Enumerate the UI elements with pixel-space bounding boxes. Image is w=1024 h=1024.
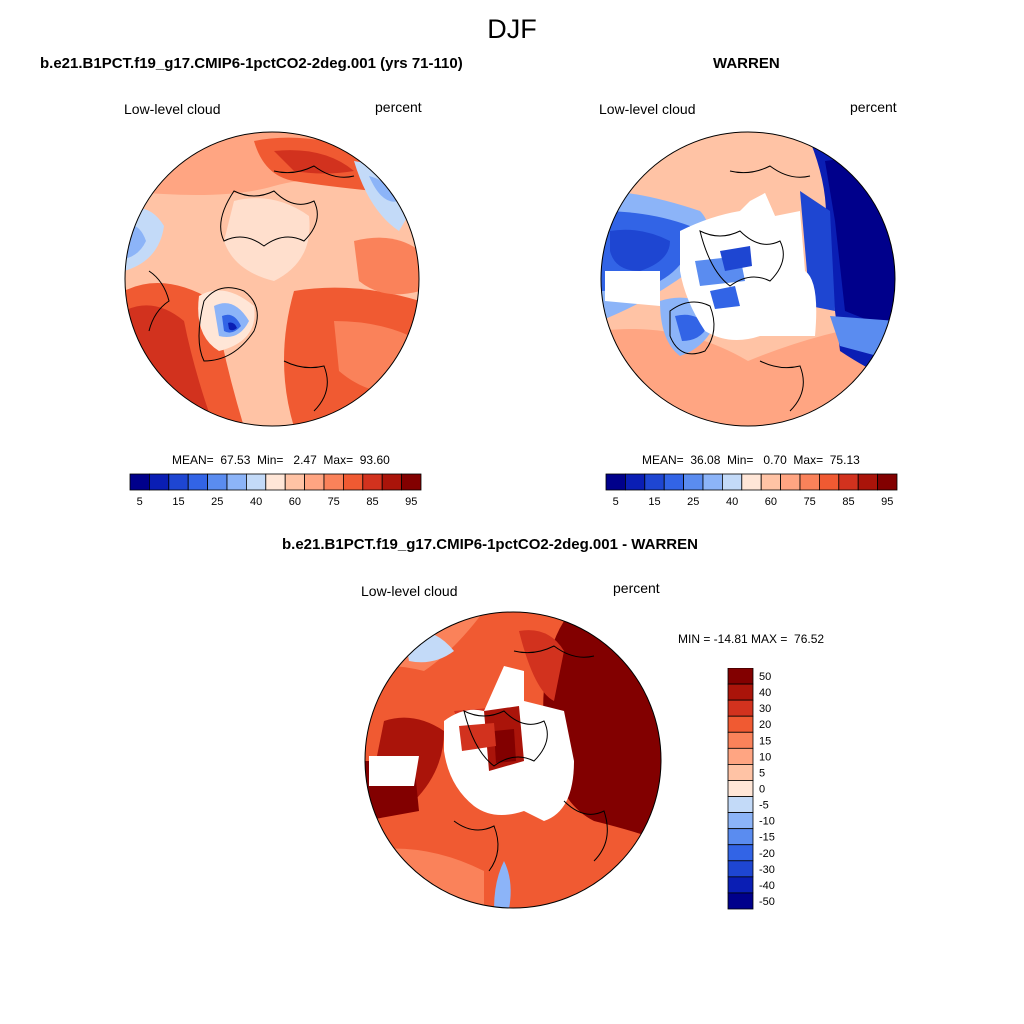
colorbar-swatch (207, 473, 228, 491)
colorbar-swatch (760, 473, 781, 491)
colorbar-swatch (722, 473, 743, 491)
colorbar-swatch (683, 473, 704, 491)
colorbar-tick-label: 15 (172, 496, 184, 508)
colorbar-tick-label: 75 (328, 496, 340, 508)
colorbar-swatch (727, 860, 754, 878)
colorbar-tick-label: -30 (759, 864, 775, 876)
diff-stats: MIN = -14.81 MAX = 76.52 (678, 632, 825, 646)
colorbar-tick-label: 40 (759, 687, 771, 699)
colorbar-swatch (187, 473, 209, 491)
colorbar-swatch (727, 780, 754, 797)
colorbar-tick-label: 60 (289, 496, 301, 508)
season-title: DJF (487, 14, 537, 44)
colorbar-tick-label: -10 (759, 816, 775, 828)
colorbar-tick-label: 15 (759, 735, 771, 747)
colorbar-tick-label: 75 (804, 496, 816, 508)
colorbar-swatch (727, 876, 754, 894)
case-stats: MEAN= 67.53 Min= 2.47 Max= 93.60 (172, 453, 390, 467)
colorbar-tick-label: 85 (842, 496, 854, 508)
colorbar-swatch (727, 796, 754, 814)
colorbar-swatch (727, 892, 754, 910)
colorbar-swatch (727, 683, 754, 701)
colorbar-swatch (663, 473, 685, 491)
colorbar-tick-label: 5 (137, 496, 143, 508)
colorbar-tick-label: 10 (759, 751, 771, 763)
colorbar-swatch (727, 668, 754, 685)
colorbar-swatch (168, 473, 189, 491)
case-variable-label: Low-level cloud (124, 101, 221, 117)
colorbar-swatch (148, 473, 170, 491)
colorbar-tick-label: 0 (759, 784, 765, 796)
colorbar-swatch (644, 473, 665, 491)
colorbar-swatch (265, 473, 286, 491)
colorbar-tick-label: 15 (648, 496, 660, 508)
colorbar-swatch (323, 473, 344, 491)
colorbar-tick-label: 85 (366, 496, 378, 508)
colorbar-tick-label: 25 (687, 496, 699, 508)
colorbar-tick-label: 25 (211, 496, 223, 508)
colorbar-swatch (129, 473, 150, 491)
colorbar-swatch (727, 699, 754, 717)
colorbar-tick-label: 40 (250, 496, 262, 508)
colorbar-tick-label: -50 (759, 896, 775, 908)
colorbar-swatch (401, 473, 422, 491)
colorbar-tick-label: -40 (759, 880, 775, 892)
colorbar-swatch (727, 764, 754, 781)
colorbar-tick-label: 60 (765, 496, 777, 508)
colorbar-tick-label: 20 (759, 719, 771, 731)
colorbar-tick-label: -15 (759, 832, 775, 844)
colorbar-tick-label: -20 (759, 848, 775, 860)
obs-colorbar: 5 15 25 40 60 75 85 95 (605, 473, 898, 508)
colorbar-swatch (727, 747, 754, 765)
diff-panel-title: b.e21.B1PCT.f19_g17.CMIP6-1pctCO2-2deg.0… (282, 536, 698, 553)
diff-variable-label: Low-level cloud (361, 583, 458, 599)
obs-panel-title: WARREN (713, 55, 780, 72)
diff-polar-map (364, 611, 662, 909)
obs-polar-map (600, 131, 896, 427)
obs-stats: MEAN= 36.08 Min= 0.70 Max= 75.13 (642, 453, 860, 467)
colorbar-swatch (702, 473, 723, 491)
colorbar-swatch (342, 473, 364, 491)
colorbar-swatch (381, 473, 403, 491)
colorbar-swatch (727, 731, 754, 749)
case-polar-map (124, 131, 420, 427)
colorbar-tick-label: 95 (881, 496, 893, 508)
colorbar-tick-label: 40 (726, 496, 738, 508)
obs-variable-label: Low-level cloud (599, 101, 696, 117)
colorbar-swatch (838, 473, 859, 491)
colorbar-swatch (818, 473, 840, 491)
colorbar-tick-label: 5 (613, 496, 619, 508)
diff-units-label: percent (613, 580, 660, 596)
colorbar-swatch (780, 473, 801, 491)
colorbar-swatch (799, 473, 820, 491)
colorbar-tick-label: 95 (405, 496, 417, 508)
case-panel-title: b.e21.B1PCT.f19_g17.CMIP6-1pctCO2-2deg.0… (40, 55, 463, 72)
case-units-label: percent (375, 99, 422, 115)
colorbar-swatch (284, 473, 305, 491)
colorbar-swatch (877, 473, 898, 491)
colorbar-swatch (304, 473, 325, 491)
colorbar-swatch (605, 473, 626, 491)
case-colorbar: 5 15 25 40 60 75 85 95 (129, 473, 422, 508)
colorbar-swatch (727, 828, 754, 846)
colorbar-tick-label: -5 (759, 800, 769, 812)
colorbar-swatch (246, 473, 267, 491)
obs-units-label: percent (850, 99, 897, 115)
colorbar-swatch (727, 715, 754, 733)
colorbar-swatch (362, 473, 383, 491)
colorbar-swatch (727, 812, 754, 830)
colorbar-swatch (226, 473, 247, 491)
colorbar-tick-label: 5 (759, 767, 765, 779)
colorbar-swatch (857, 473, 879, 491)
colorbar-swatch (741, 473, 762, 491)
colorbar-swatch (727, 844, 754, 862)
colorbar-swatch (624, 473, 646, 491)
colorbar-tick-label: 50 (759, 671, 771, 683)
colorbar-tick-label: 30 (759, 703, 771, 715)
